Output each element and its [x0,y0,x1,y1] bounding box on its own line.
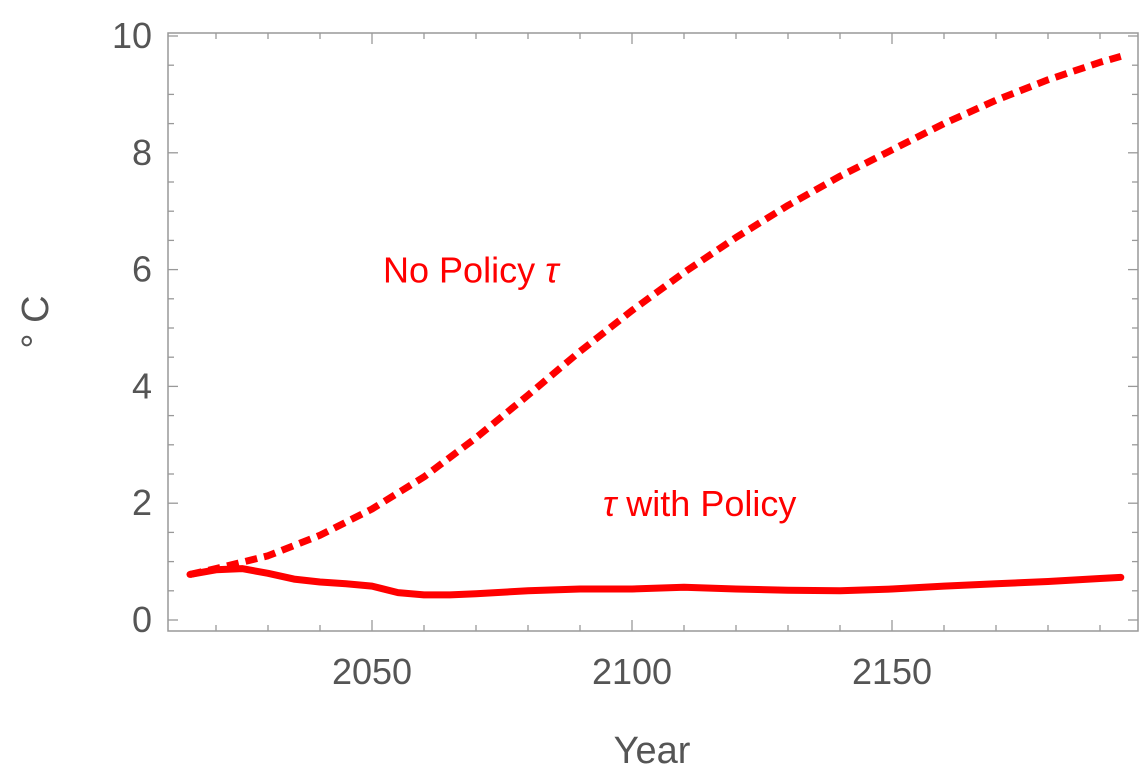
x-tick-label: 2150 [852,651,932,692]
no-policy-series-line [189,53,1122,578]
no-policy-label: No Policy τ [383,250,561,291]
y-tick-label: 6 [132,249,152,290]
with-policy-series-line [186,565,1125,599]
axis-ticks [168,33,1138,631]
series-layer [186,53,1125,599]
y-axis-title: ° C [15,295,57,348]
plot-border [167,32,1139,632]
plot-frame [167,32,1139,632]
x-tick-label: 2100 [592,651,672,692]
x-axis-title: Year [614,730,691,772]
x-tick-label: 2050 [332,651,412,692]
with-policy-label: τ with Policy [603,483,797,524]
y-tick-label: 8 [132,132,152,173]
y-tick-label: 2 [132,482,152,523]
y-tick-label: 0 [132,599,152,640]
axis-tick-labels: 0 2 4 6 8 10 2050 2100 2150 [112,15,932,692]
tau-symbol: τ [603,483,619,524]
annotation-text: with Policy [625,483,796,524]
y-tick-label: 10 [112,15,152,56]
annotation-text: No Policy [383,250,535,291]
y-tick-label: 4 [132,365,152,406]
tau-symbol: τ [545,250,561,291]
annotations: No Policy ττ with Policy [383,250,796,525]
